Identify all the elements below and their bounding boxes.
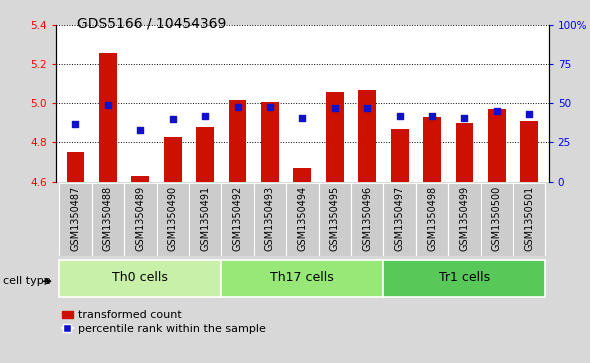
Bar <box>189 183 221 256</box>
Bar <box>326 92 344 182</box>
Point <box>362 105 372 111</box>
Point <box>103 102 113 108</box>
Bar <box>196 127 214 182</box>
Text: GSM1350493: GSM1350493 <box>265 186 275 251</box>
Text: GSM1350490: GSM1350490 <box>168 186 178 251</box>
Text: GSM1350495: GSM1350495 <box>330 186 340 252</box>
Point <box>201 113 210 119</box>
Bar <box>384 260 546 297</box>
Legend: transformed count, percentile rank within the sample: transformed count, percentile rank withi… <box>61 310 266 334</box>
Point <box>525 111 534 117</box>
Bar <box>423 117 441 182</box>
Bar <box>513 183 546 256</box>
Text: GSM1350487: GSM1350487 <box>70 186 80 252</box>
Bar <box>261 102 279 182</box>
Text: GSM1350496: GSM1350496 <box>362 186 372 251</box>
Bar <box>520 121 538 182</box>
Bar <box>99 53 117 181</box>
Bar <box>221 183 254 256</box>
Point <box>297 115 307 121</box>
Bar <box>164 136 182 182</box>
Bar <box>229 99 247 182</box>
Bar <box>455 123 473 182</box>
Bar <box>59 183 91 256</box>
Bar <box>384 183 416 256</box>
Text: GSM1350488: GSM1350488 <box>103 186 113 251</box>
Text: GSM1350492: GSM1350492 <box>232 186 242 252</box>
Point <box>71 121 80 127</box>
Text: GSM1350489: GSM1350489 <box>135 186 145 251</box>
Bar <box>67 152 84 182</box>
Bar <box>156 183 189 256</box>
Bar <box>221 260 384 297</box>
Text: cell type: cell type <box>3 276 51 286</box>
Bar <box>416 183 448 256</box>
Point <box>330 105 339 111</box>
Point <box>492 109 502 114</box>
Text: Th0 cells: Th0 cells <box>112 271 168 284</box>
Bar <box>91 183 124 256</box>
Text: GSM1350491: GSM1350491 <box>200 186 210 251</box>
Bar <box>286 183 319 256</box>
Point <box>266 104 275 110</box>
Text: GSM1350501: GSM1350501 <box>525 186 535 252</box>
Bar <box>254 183 286 256</box>
Bar <box>358 90 376 182</box>
Text: GSM1350498: GSM1350498 <box>427 186 437 251</box>
Point <box>460 115 469 121</box>
Bar <box>488 109 506 182</box>
Bar <box>124 183 156 256</box>
Text: GDS5166 / 10454369: GDS5166 / 10454369 <box>77 16 226 30</box>
Bar <box>391 129 408 182</box>
Point <box>168 116 178 122</box>
Point <box>395 113 404 119</box>
Point <box>233 104 242 110</box>
Text: GSM1350499: GSM1350499 <box>460 186 470 251</box>
Bar <box>448 183 481 256</box>
Bar <box>132 176 149 182</box>
Bar <box>481 183 513 256</box>
Text: GSM1350497: GSM1350497 <box>395 186 405 252</box>
Text: Th17 cells: Th17 cells <box>270 271 335 284</box>
Text: GSM1350494: GSM1350494 <box>297 186 307 251</box>
Text: GSM1350500: GSM1350500 <box>492 186 502 252</box>
Bar <box>293 168 312 182</box>
Point <box>136 127 145 133</box>
Text: Tr1 cells: Tr1 cells <box>439 271 490 284</box>
Bar <box>319 183 351 256</box>
Point <box>427 113 437 119</box>
Bar <box>351 183 384 256</box>
Bar <box>59 260 221 297</box>
